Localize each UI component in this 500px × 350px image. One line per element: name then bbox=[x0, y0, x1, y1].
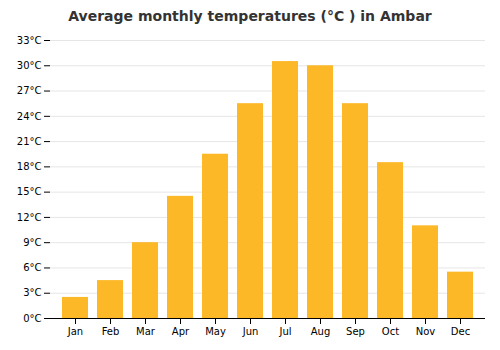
svg-text:Nov: Nov bbox=[416, 326, 436, 337]
svg-text:3°C: 3°C bbox=[23, 287, 41, 298]
svg-text:12°C: 12°C bbox=[17, 212, 42, 223]
svg-text:Dec: Dec bbox=[451, 326, 470, 337]
svg-text:Sep: Sep bbox=[346, 326, 365, 337]
svg-text:Feb: Feb bbox=[102, 326, 120, 337]
svg-text:30°C: 30°C bbox=[17, 60, 42, 71]
svg-text:Aug: Aug bbox=[311, 326, 331, 337]
svg-text:Apr: Apr bbox=[172, 326, 190, 337]
svg-text:6°C: 6°C bbox=[23, 262, 41, 273]
svg-text:Jan: Jan bbox=[67, 326, 83, 337]
svg-text:21°C: 21°C bbox=[17, 136, 42, 147]
svg-text:Jun: Jun bbox=[242, 326, 259, 337]
svg-text:Mar: Mar bbox=[136, 326, 156, 337]
svg-text:Jul: Jul bbox=[278, 326, 291, 337]
svg-text:18°C: 18°C bbox=[17, 161, 42, 172]
svg-text:27°C: 27°C bbox=[17, 85, 42, 96]
svg-text:33°C: 33°C bbox=[17, 35, 42, 46]
svg-text:9°C: 9°C bbox=[23, 237, 41, 248]
html-text:Average monthly temperatures (: Average monthly temperatures (°C ) in Am… bbox=[68, 8, 432, 24]
svg-text:Oct: Oct bbox=[382, 326, 399, 337]
svg-text:May: May bbox=[205, 326, 226, 337]
svg-text:0°C: 0°C bbox=[23, 313, 41, 324]
svg-text:15°C: 15°C bbox=[17, 186, 42, 197]
svg-text:24°C: 24°C bbox=[17, 111, 42, 122]
